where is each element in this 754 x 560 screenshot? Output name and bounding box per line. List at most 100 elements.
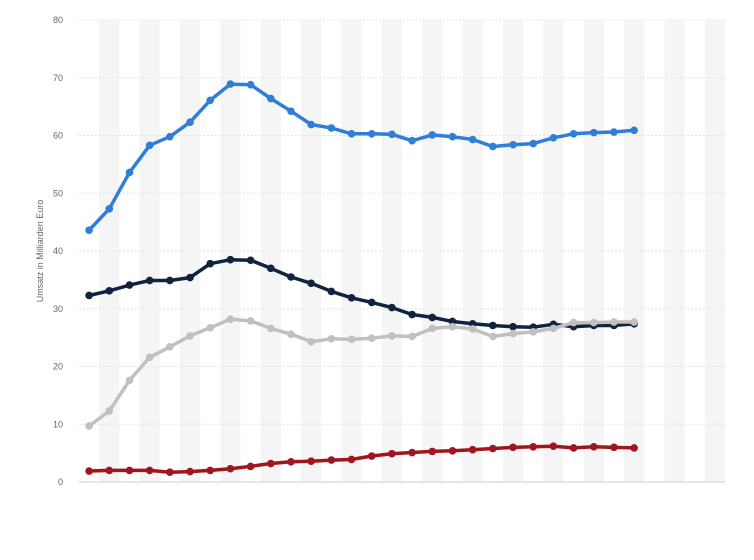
- data-point: [489, 142, 497, 151]
- data-point: [630, 318, 638, 326]
- data-point: [206, 259, 215, 268]
- data-point: [549, 134, 558, 142]
- data-point: [448, 317, 457, 326]
- series-group: [85, 80, 638, 476]
- data-point: [85, 226, 93, 235]
- data-point: [186, 273, 194, 282]
- data-point: [125, 281, 134, 289]
- data-point: [630, 126, 638, 135]
- data-point: [206, 466, 215, 475]
- data-point: [226, 464, 235, 473]
- data-point: [428, 131, 437, 139]
- data-point: [367, 452, 376, 460]
- data-point: [166, 132, 174, 141]
- data-point: [246, 256, 255, 265]
- data-point: [468, 325, 477, 333]
- data-point: [246, 462, 255, 471]
- data-point: [367, 129, 376, 138]
- data-point: [489, 321, 497, 330]
- data-point: [408, 448, 416, 457]
- data-point: [85, 467, 93, 475]
- data-point: [226, 255, 235, 264]
- data-point: [428, 313, 437, 322]
- data-point: [509, 140, 517, 149]
- series-line: [87, 444, 636, 474]
- y-tick-label: 80: [53, 15, 63, 25]
- data-point: [347, 455, 356, 464]
- data-point: [145, 353, 154, 362]
- data-point: [226, 80, 235, 88]
- data-point: [408, 136, 416, 145]
- data-point: [125, 168, 134, 177]
- data-point: [509, 443, 517, 452]
- data-point: [287, 457, 295, 466]
- data-point: [549, 324, 558, 333]
- data-point: [327, 124, 336, 132]
- y-tick-label: 30: [53, 304, 63, 314]
- data-point: [347, 129, 356, 138]
- data-point: [246, 317, 255, 325]
- data-point: [327, 287, 336, 296]
- data-point: [125, 466, 134, 475]
- data-point: [589, 442, 598, 451]
- data-point: [166, 343, 174, 351]
- data-point: [186, 332, 194, 340]
- data-point: [327, 334, 336, 343]
- data-point: [287, 107, 295, 116]
- data-point: [367, 298, 376, 307]
- data-point: [408, 310, 416, 319]
- data-point: [307, 120, 315, 129]
- data-point: [266, 459, 275, 468]
- series-2: [85, 255, 638, 332]
- data-point: [569, 129, 578, 138]
- data-point: [388, 303, 396, 312]
- data-point: [347, 293, 356, 302]
- data-point: [287, 330, 295, 338]
- data-point: [489, 444, 497, 453]
- data-point: [307, 457, 315, 466]
- data-point: [529, 328, 538, 336]
- series-1: [85, 80, 638, 235]
- data-point: [105, 407, 114, 415]
- data-point: [307, 279, 315, 288]
- y-axis-ticks: 0 10 20 30 40 50 60 70 80: [53, 15, 63, 487]
- data-point: [529, 139, 538, 148]
- data-point: [105, 287, 114, 295]
- data-point: [388, 332, 396, 340]
- data-point: [569, 318, 578, 327]
- y-tick-label: 40: [53, 246, 63, 256]
- y-tick-label: 60: [53, 131, 63, 141]
- data-point: [327, 456, 336, 464]
- data-point: [105, 205, 114, 213]
- data-point: [85, 422, 93, 430]
- y-tick-label: 20: [53, 362, 63, 372]
- data-point: [428, 324, 437, 333]
- data-point: [206, 324, 215, 332]
- data-point: [246, 80, 255, 89]
- data-point: [529, 442, 538, 451]
- data-point: [549, 442, 558, 450]
- data-point: [287, 273, 295, 281]
- data-point: [186, 467, 194, 476]
- data-point: [388, 130, 396, 139]
- data-point: [347, 335, 356, 344]
- data-point: [266, 94, 275, 103]
- data-point: [428, 447, 437, 456]
- data-point: [367, 334, 376, 343]
- data-point: [610, 128, 618, 136]
- series-line: [87, 317, 636, 428]
- data-point: [166, 276, 174, 285]
- data-point: [226, 315, 235, 323]
- column-band: [179, 20, 201, 482]
- data-point: [589, 128, 598, 137]
- data-point: [206, 96, 215, 105]
- data-point: [145, 141, 154, 150]
- data-point: [266, 264, 275, 273]
- y-tick-label: 70: [53, 73, 63, 83]
- series-line: [87, 257, 636, 329]
- data-point: [509, 322, 517, 331]
- data-point: [610, 443, 618, 452]
- data-point: [509, 329, 517, 338]
- data-point: [489, 332, 497, 341]
